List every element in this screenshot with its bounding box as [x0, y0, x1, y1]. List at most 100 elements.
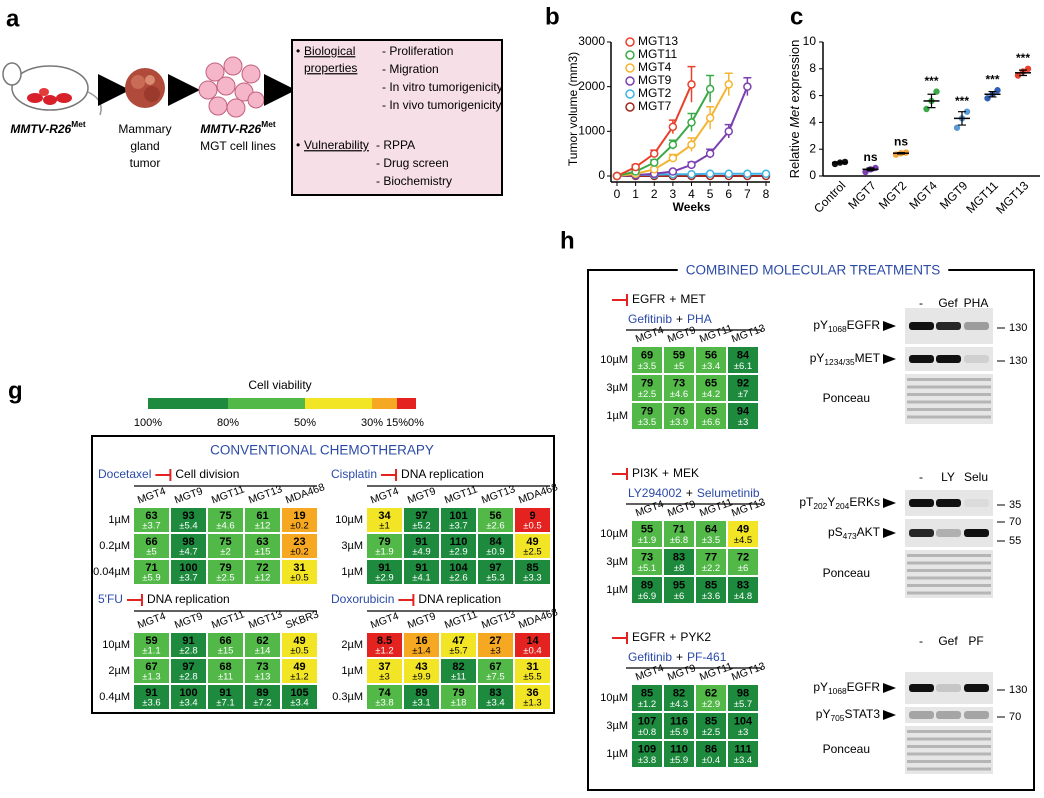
cell-sd: ±1.2: [638, 699, 656, 710]
viability-cell: [208, 508, 243, 532]
cell-mean: 97: [415, 510, 427, 522]
viability-cell: [515, 534, 550, 558]
cell-mean: 110: [670, 743, 688, 755]
cell-sd: ±5.2: [412, 521, 430, 532]
viability-cell: [134, 685, 169, 709]
viability-cell: [696, 685, 726, 711]
column-header: MGT13: [247, 483, 284, 506]
cell-mean: 83: [489, 687, 501, 699]
viability-cell: [664, 713, 694, 739]
viability-cell: [171, 508, 206, 532]
point: [612, 171, 622, 181]
cell-mean: 56: [489, 510, 501, 522]
tumor-label: Mammary: [118, 122, 171, 136]
viability-cell: [478, 659, 513, 683]
cell-mean: 79: [219, 562, 231, 574]
cell-sd: ±3.7: [179, 573, 197, 584]
joiner: +: [669, 630, 676, 644]
point: [953, 124, 961, 131]
panel-letter: h: [560, 227, 575, 254]
lane-label: PHA: [964, 296, 989, 310]
cell-sd: ±3.8: [375, 698, 393, 709]
viability-cell: [367, 685, 402, 709]
row-label: 3µM: [341, 540, 363, 552]
target-name: DNA replication: [401, 467, 484, 481]
row-label: 1µM: [606, 748, 628, 760]
blot-label-part: 1068: [828, 324, 847, 334]
blot-band: [909, 711, 934, 719]
legend-marker: [625, 63, 635, 73]
point: [650, 158, 659, 167]
blot-label: pT202Y204ERKs: [799, 495, 880, 511]
ponceau-stripe: [907, 745, 991, 748]
cell-mean: 76: [673, 405, 685, 417]
point: [1024, 65, 1032, 73]
legend-label: MGT7: [638, 99, 672, 113]
column-header: MGT9: [666, 324, 698, 345]
column-header: MDA468: [284, 481, 327, 506]
viability-cell: [632, 347, 662, 373]
blot-band: [936, 322, 961, 330]
column-header: MGT13: [730, 660, 767, 683]
lane-label: -: [919, 634, 923, 648]
viability-cell: [664, 741, 694, 767]
cell-mean: 107: [638, 715, 656, 727]
colorbar-segment: [228, 398, 305, 409]
legend-marker: [625, 102, 635, 112]
target-name: DNA replication: [147, 592, 230, 606]
error-bar: [866, 167, 875, 172]
point: [650, 149, 659, 158]
error-bar: [958, 111, 966, 126]
lane-label: Gef: [938, 296, 958, 310]
column-header: MGT4: [136, 485, 168, 506]
viability-cell: [728, 549, 758, 575]
bullet: •: [296, 138, 300, 152]
viability-cell: [696, 741, 726, 767]
ponceau-stripe: [907, 591, 991, 595]
viability-cell: [134, 560, 169, 584]
x-tick-label: 5: [707, 187, 714, 201]
cell-mean: 47: [452, 635, 464, 647]
blot-band: [936, 711, 961, 719]
cell-mean: 85: [705, 715, 717, 727]
column-header: MGT4: [634, 498, 666, 519]
cell-mean: 100: [179, 687, 197, 699]
row-label: 1µM: [341, 665, 363, 677]
viability-cell: [632, 521, 662, 547]
point: [687, 80, 696, 89]
blot-label-part: pS: [828, 525, 843, 539]
viability-cell: [404, 659, 439, 683]
cell-sd: ±3.4: [290, 698, 308, 709]
cell-mean: 89: [415, 687, 427, 699]
viability-cell: [245, 534, 280, 558]
point: [743, 169, 752, 179]
drug-name: Docetaxel: [98, 467, 151, 481]
blot-label-part: pY: [813, 680, 828, 694]
joiner: +: [676, 312, 683, 326]
y-tick-label: 4: [809, 115, 816, 129]
cell-mean: 91: [415, 562, 427, 574]
blot-label: Ponceau: [823, 742, 870, 756]
viability-cell: [478, 633, 513, 657]
viability-cell: [282, 685, 317, 709]
ponceau-stripe: [907, 760, 991, 763]
blot-band: [936, 355, 961, 363]
viability-cell: [632, 375, 662, 401]
cell-sd: ±4.9: [412, 547, 430, 558]
viability-cell: [282, 659, 317, 683]
cell-sd: ±0.5: [290, 646, 308, 657]
y-tick-label: 10: [803, 34, 817, 48]
viability-cell: [696, 347, 726, 373]
cell-mean: 85: [705, 579, 717, 591]
viability-cell: [171, 633, 206, 657]
colorbar-segment: [148, 398, 228, 409]
drug-name: Gefitinib: [628, 650, 672, 664]
legend-label: MGT11: [638, 47, 677, 61]
viability-cell: [282, 534, 317, 558]
viability-cell: [696, 521, 726, 547]
viability-cell: [515, 560, 550, 584]
cell-mean: 79: [378, 536, 390, 548]
bullet: •: [296, 44, 300, 58]
row-label: 10µM: [600, 692, 628, 704]
